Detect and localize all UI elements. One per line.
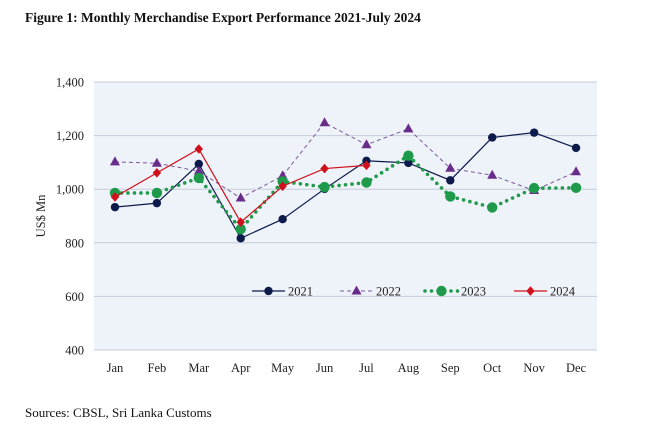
x-tick-label: Jun — [316, 361, 334, 375]
legend: 2021 2022 2023 2024 — [252, 285, 576, 299]
y-tick-label: 1,000 — [56, 183, 84, 197]
legend-label: 2022 — [376, 285, 401, 299]
data-point — [152, 198, 162, 208]
data-point — [404, 158, 413, 168]
legend-item-2022: 2022 — [340, 285, 401, 299]
x-tick-label: Apr — [231, 361, 251, 375]
y-tick-label: 1,200 — [56, 129, 84, 143]
legend-item-2024: 2024 — [514, 285, 576, 299]
legend-label: 2021 — [288, 285, 313, 299]
data-point — [319, 117, 330, 127]
x-tick-label: Feb — [148, 361, 167, 375]
x-tick-labels: Jan Feb Mar Apr May Jun Jul Aug Sep Oct Nov Dec — [107, 361, 587, 375]
data-point — [571, 143, 581, 153]
data-point — [193, 172, 204, 184]
legend-marker — [264, 286, 273, 296]
data-point — [194, 144, 203, 154]
legend-marker — [526, 286, 535, 296]
data-point — [110, 202, 120, 212]
data-point — [110, 192, 120, 202]
data-point — [571, 166, 582, 176]
y-tick-labels: 400 600 800 1,000 1,200 1,400 — [56, 76, 84, 358]
y-tick-label: 1,400 — [56, 76, 84, 90]
data-point — [361, 177, 372, 188]
data-point — [278, 215, 287, 224]
series-2022 — [109, 117, 582, 202]
series-line-2022 — [114, 122, 577, 199]
series-line-2021 — [114, 132, 577, 240]
data-point — [194, 159, 203, 169]
x-tick-label: Nov — [523, 361, 545, 375]
data-point — [570, 182, 582, 194]
data-point — [235, 223, 246, 235]
legend-marker — [436, 285, 447, 297]
data-point — [152, 168, 162, 178]
y-axis-label: US$ Mn — [34, 194, 48, 237]
data-point — [487, 202, 498, 213]
legend-item-2023: 2023 — [423, 285, 486, 299]
series-2024 — [110, 144, 371, 227]
data-point — [151, 187, 163, 199]
figure-title: Figure 1: Monthly Merchandise Export Per… — [25, 10, 421, 25]
data-point — [445, 191, 456, 202]
x-tick-label: Jul — [359, 361, 374, 375]
series-line-2023 — [113, 153, 578, 232]
data-point — [319, 181, 330, 193]
data-point — [278, 181, 287, 192]
data-point — [320, 163, 329, 174]
y-tick-label: 800 — [65, 236, 84, 250]
data-point — [488, 133, 497, 142]
data-point — [362, 160, 371, 171]
x-tick-label: Oct — [483, 361, 502, 375]
x-tick-label: Jan — [107, 361, 124, 375]
data-point — [236, 217, 245, 227]
data-point — [528, 182, 540, 194]
data-point — [529, 128, 539, 137]
data-point — [235, 192, 246, 202]
x-tick-label: Aug — [398, 361, 420, 375]
data-point — [109, 156, 120, 166]
x-tick-label: Dec — [566, 361, 587, 375]
x-tick-label: May — [271, 361, 295, 375]
source-note: Sources: CBSL, Sri Lanka Customs — [25, 405, 212, 420]
data-point — [193, 165, 204, 175]
series-group — [109, 117, 582, 243]
data-point — [277, 176, 288, 187]
legend-label: 2024 — [550, 285, 576, 299]
legend-item-2021: 2021 — [252, 285, 313, 299]
data-point — [236, 234, 245, 243]
legend-marker — [351, 285, 362, 295]
plot-area — [94, 82, 597, 350]
data-point — [403, 123, 414, 133]
x-tick-label: Mar — [188, 361, 210, 375]
data-point — [445, 162, 456, 172]
data-point — [487, 169, 498, 179]
x-tick-label: Sep — [441, 361, 460, 375]
y-tick-label: 600 — [65, 290, 84, 304]
legend-label: 2023 — [461, 285, 486, 299]
data-point — [151, 157, 162, 167]
series-2023 — [109, 150, 582, 235]
y-tick-label: 400 — [65, 344, 84, 358]
data-point — [446, 176, 455, 185]
data-point — [361, 139, 372, 149]
data-point — [403, 150, 414, 161]
